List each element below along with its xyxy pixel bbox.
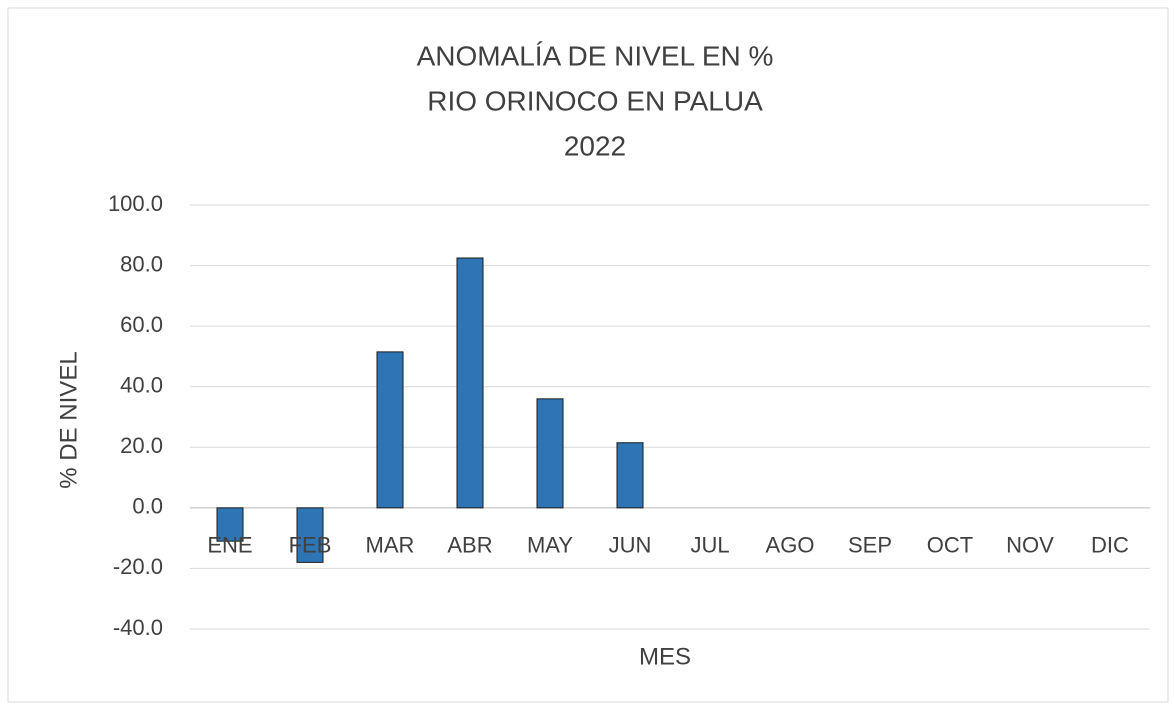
x-tick-label: ENE	[207, 533, 252, 558]
x-tick-label: SEP	[848, 533, 892, 558]
bar	[216, 507, 244, 542]
bar	[456, 257, 484, 509]
y-tick-label: 40.0	[120, 373, 163, 398]
bar	[616, 442, 644, 509]
x-tick-label: OCT	[927, 533, 973, 558]
y-tick-label: -40.0	[113, 615, 163, 640]
x-tick-label: FEB	[289, 533, 332, 558]
y-tick-label: 60.0	[120, 312, 163, 337]
x-tick-label: DIC	[1091, 533, 1129, 558]
y-tick-label: 0.0	[132, 494, 163, 519]
chart-frame	[7, 7, 1169, 703]
chart-title: RIO ORINOCO EN PALUA	[427, 85, 763, 116]
bar	[536, 398, 564, 509]
x-axis-label: MES	[639, 643, 691, 670]
y-tick-label: -20.0	[113, 554, 163, 579]
y-tick-label: 20.0	[120, 433, 163, 458]
x-tick-label: MAY	[527, 533, 573, 558]
bar	[296, 507, 324, 563]
x-tick-label: JUN	[609, 533, 652, 558]
chart-title: 2022	[564, 130, 626, 161]
x-tick-label: JUL	[690, 533, 729, 558]
bar	[376, 351, 404, 509]
chart-title: ANOMALÍA DE NIVEL EN %	[417, 40, 774, 71]
x-tick-label: AGO	[766, 533, 815, 558]
y-tick-label: 100.0	[108, 191, 163, 216]
x-tick-label: ABR	[447, 533, 492, 558]
x-tick-label: MAR	[366, 533, 415, 558]
y-axis-label: % DE NIVEL	[55, 351, 82, 488]
y-tick-label: 80.0	[120, 251, 163, 276]
x-tick-label: NOV	[1006, 533, 1054, 558]
